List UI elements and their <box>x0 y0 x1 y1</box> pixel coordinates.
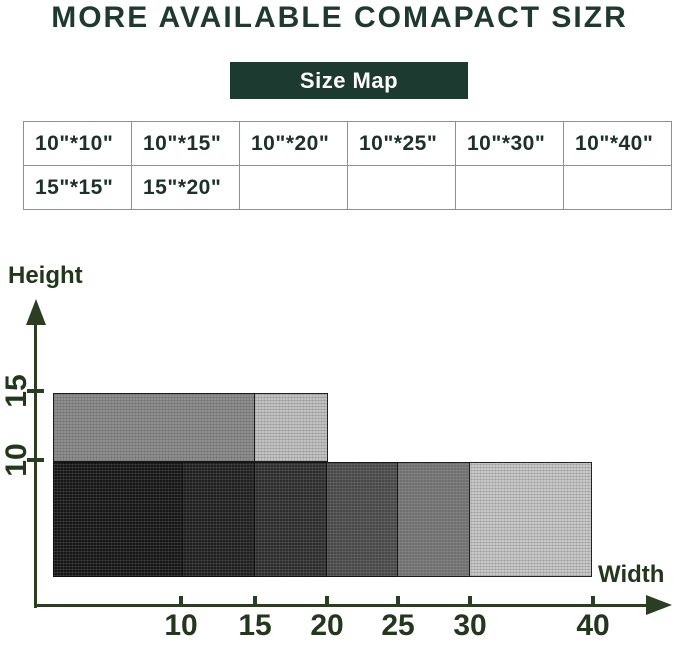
x-tick-label-40: 40 <box>576 609 610 642</box>
size-cell-r1c2: 10"*15" <box>132 122 240 166</box>
size-cell-r2c6 <box>564 166 672 210</box>
x-tick-40 <box>591 596 595 605</box>
size-cell-r1c3: 10"*20" <box>240 122 348 166</box>
size-table: 10"*10" 10"*15" 10"*20" 10"*25" 10"*30" 10"*4… <box>23 121 672 210</box>
x-tick-label-15: 15 <box>238 609 272 642</box>
size-rect-15x15 <box>53 393 255 462</box>
size-cell-r2c1: 15"*15" <box>24 166 132 210</box>
size-cell-r1c1: 10"*10" <box>24 122 132 166</box>
arrow-up-icon <box>26 299 46 325</box>
y-tick-15 <box>27 389 44 393</box>
size-cell-r2c4 <box>348 166 456 210</box>
size-cell-r2c3 <box>240 166 348 210</box>
y-axis-title: Height <box>8 262 83 289</box>
arrow-right-icon <box>646 595 672 615</box>
size-cell-r1c5: 10"*30" <box>456 122 564 166</box>
x-tick-label-25: 25 <box>381 609 415 642</box>
x-tick-label-10: 10 <box>164 609 198 642</box>
y-tick-label-10: 10 <box>0 443 33 477</box>
x-tick-25 <box>396 596 400 605</box>
y-axis-line <box>34 316 37 608</box>
y-tick-label-15: 15 <box>0 374 33 408</box>
x-axis-line <box>34 604 652 607</box>
x-tick-30 <box>468 596 472 605</box>
x-axis-title: Width <box>598 561 665 588</box>
size-cell-r2c2: 15"*20" <box>132 166 240 210</box>
x-tick-20 <box>325 596 329 605</box>
size-map-badge: Size Map <box>230 62 468 99</box>
x-tick-label-30: 30 <box>453 609 487 642</box>
x-tick-15 <box>253 596 257 605</box>
size-cell-r1c4: 10"*25" <box>348 122 456 166</box>
page-title: MORE AVAILABLE COMAPACT SIZR <box>51 1 628 34</box>
size-map-badge-label: Size Map <box>299 67 399 93</box>
size-cell-r2c5 <box>456 166 564 210</box>
size-cell-r1c6: 10"*40" <box>564 122 672 166</box>
y-tick-10 <box>27 458 44 462</box>
x-tick-label-20: 20 <box>310 609 344 642</box>
x-tick-10 <box>179 596 183 605</box>
size-rect-10x10 <box>53 462 183 577</box>
